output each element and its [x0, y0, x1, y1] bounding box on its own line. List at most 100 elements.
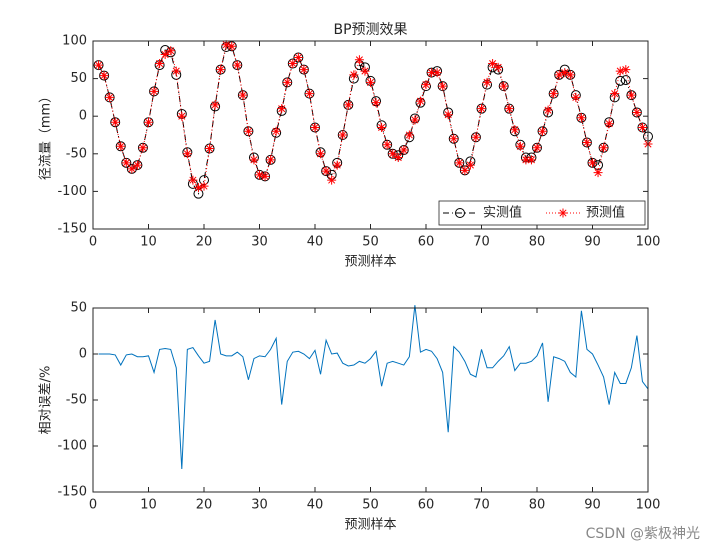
x-tick-label: 90: [584, 235, 601, 250]
marker: [232, 60, 242, 70]
marker: [399, 145, 409, 155]
legend-marker: [455, 208, 465, 218]
x-tick-label: 40: [307, 498, 324, 513]
marker: [199, 181, 209, 191]
x-tick-label: 40: [307, 235, 324, 250]
marker: [571, 92, 581, 102]
x-tick-label: 100: [636, 235, 661, 250]
marker: [310, 122, 320, 132]
marker: [415, 96, 425, 106]
marker: [255, 170, 264, 180]
marker: [621, 65, 631, 75]
y-tick-label: -50: [66, 393, 87, 408]
marker: [349, 70, 359, 80]
x-tick-label: 30: [251, 498, 268, 513]
x-tick-label: 80: [529, 235, 546, 250]
marker: [471, 132, 481, 142]
marker: [615, 75, 626, 86]
marker: [188, 175, 198, 185]
marker: [132, 160, 142, 170]
x-tick-label: 60: [418, 498, 435, 513]
marker: [243, 126, 253, 136]
x-tick-label: 100: [636, 498, 661, 513]
marker: [515, 141, 525, 151]
marker: [266, 155, 276, 165]
marker: [632, 107, 642, 117]
marker: [371, 98, 381, 108]
marker: [116, 141, 126, 151]
x-tick-label: 90: [584, 498, 601, 513]
marker: [443, 110, 453, 120]
marker: [94, 60, 104, 70]
marker: [249, 155, 259, 165]
marker: [316, 149, 326, 159]
marker: [454, 158, 464, 168]
marker: [588, 158, 597, 168]
y-tick-label: -150: [57, 222, 87, 237]
marker: [582, 138, 592, 148]
marker: [332, 160, 342, 170]
marker: [321, 166, 331, 176]
x-tick-label: 70: [473, 235, 490, 250]
marker: [105, 92, 115, 102]
y-axis-label: 径流量（mm）: [39, 90, 54, 180]
marker: [171, 66, 181, 76]
marker: [604, 119, 614, 129]
y-tick-label: -50: [66, 146, 87, 161]
x-tick-label: 50: [362, 235, 379, 250]
marker: [388, 149, 398, 159]
marker: [543, 105, 553, 115]
marker: [221, 40, 231, 50]
marker: [304, 89, 314, 99]
marker: [465, 160, 475, 170]
marker: [493, 62, 503, 72]
marker: [560, 68, 570, 78]
marker: [620, 75, 631, 86]
marker: [343, 100, 353, 110]
marker: [271, 126, 281, 136]
marker: [554, 70, 564, 80]
marker: [205, 144, 215, 154]
y-tick-label: 0: [79, 109, 87, 124]
x-axis-label: 预测样本: [344, 518, 396, 533]
x-tick-label: 30: [251, 235, 268, 250]
marker: [282, 77, 292, 87]
watermark: CSDN @紫极神光: [586, 526, 700, 542]
y-tick-label: 100: [62, 34, 87, 49]
marker: [177, 111, 187, 121]
marker: [432, 68, 442, 78]
marker: [488, 59, 498, 69]
marker: [260, 171, 270, 181]
marker: [565, 70, 575, 80]
marker: [299, 65, 309, 75]
marker: [615, 66, 625, 76]
marker: [477, 104, 486, 114]
marker: [360, 66, 370, 76]
legend-marker: [558, 208, 568, 218]
marker: [427, 68, 437, 78]
marker: [449, 134, 459, 144]
marker: [354, 55, 364, 65]
marker: [327, 175, 337, 185]
x-tick-label: 10: [140, 498, 157, 513]
marker: [438, 81, 448, 91]
marker: [404, 130, 414, 140]
marker: [293, 53, 303, 63]
marker: [144, 117, 153, 127]
x-tick-label: 10: [140, 235, 157, 250]
marker: [532, 143, 542, 153]
marker: [210, 100, 220, 110]
marker: [637, 122, 647, 132]
marker: [504, 104, 514, 114]
y-tick-label: 0: [79, 347, 87, 362]
series-line: [98, 305, 649, 470]
marker: [160, 50, 170, 60]
marker: [576, 113, 586, 123]
axes-box: [92, 307, 649, 493]
x-tick-label: 0: [89, 235, 97, 250]
y-tick-label: -100: [57, 439, 87, 454]
marker: [193, 183, 203, 193]
legend-label: 预测值: [586, 205, 625, 221]
